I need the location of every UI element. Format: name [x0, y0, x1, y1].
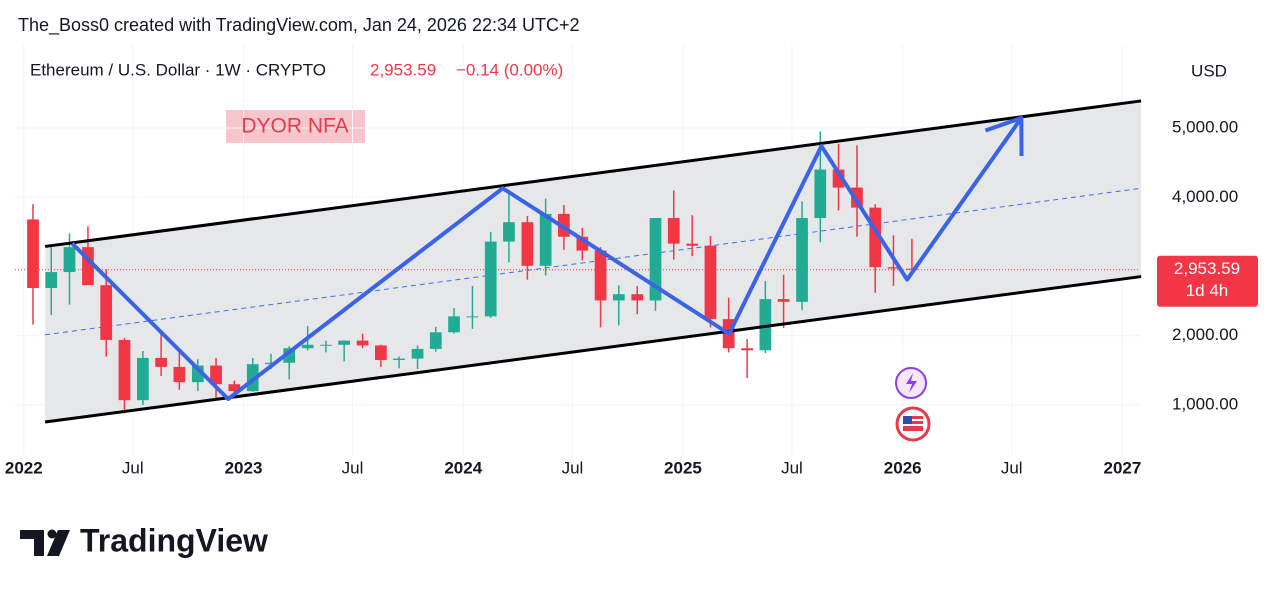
candle-body	[906, 268, 918, 270]
candle-body	[667, 218, 680, 244]
x-tick-label: Jul	[1001, 458, 1023, 477]
candle-body	[137, 357, 149, 401]
candle-body	[210, 365, 222, 385]
attribution: The_Boss0 created with TradingView.com, …	[18, 15, 580, 36]
y-tick-label: 2,000.00	[1172, 325, 1238, 344]
candle-body	[283, 348, 296, 363]
channel-mid	[45, 187, 1142, 336]
x-tick-label: 2026	[884, 458, 922, 477]
candle-body	[704, 245, 717, 320]
candle-body	[576, 236, 589, 251]
logo-text: TradingView	[80, 522, 268, 558]
channel-upper	[44, 99, 1142, 248]
price-label-box	[1157, 255, 1258, 307]
price-axis-bg	[1145, 45, 1270, 455]
candle-body	[759, 299, 772, 351]
logo-icon	[20, 529, 70, 556]
candle-body	[265, 362, 277, 365]
candle-body	[466, 316, 479, 318]
candle-body	[27, 219, 39, 288]
candle-body	[741, 348, 753, 351]
candle-body	[228, 384, 241, 392]
x-tick-label: 2024	[444, 458, 482, 477]
price-change: −0.14 (0.00%)	[456, 60, 563, 79]
candle-body	[301, 344, 314, 349]
currency[interactable]: USD	[1191, 61, 1227, 80]
x-tick-label: Jul	[781, 458, 803, 477]
x-tick-label: 2027	[1104, 458, 1142, 477]
candle-body	[429, 332, 442, 349]
candle-body	[374, 345, 387, 360]
arrow-head	[984, 115, 1024, 156]
price-countdown: 1d 4h	[1186, 281, 1229, 300]
candle-body	[777, 299, 790, 302]
candle-body	[887, 267, 900, 269]
candle-body	[155, 357, 167, 367]
candle-body	[45, 272, 58, 288]
zigzag-path	[70, 116, 1023, 401]
candle-body	[832, 169, 845, 188]
candle-body	[521, 222, 534, 266]
candle-body	[539, 213, 552, 266]
candle-body	[100, 285, 113, 340]
y-tick-label: 4,000.00	[1172, 187, 1238, 206]
candle-body	[686, 243, 699, 246]
y-tick-label: 5,000.00	[1172, 118, 1238, 137]
candle-body	[869, 207, 882, 268]
candle-body	[814, 169, 827, 219]
candle-body	[851, 187, 863, 208]
candle-body	[356, 340, 369, 346]
event-icons	[895, 367, 931, 442]
candle-body	[82, 247, 94, 286]
candle-body	[503, 222, 515, 242]
last-price: 2,953.59	[370, 60, 436, 79]
symbol: Ethereum / U.S. Dollar · 1W · CRYPTO	[30, 60, 326, 79]
annotation: DYOR NFA	[241, 115, 348, 138]
candle-body	[448, 316, 460, 333]
plot: 1,000.00 2,000.00 4,000.00 5,000.00 2022 Jul 2…	[5, 45, 1270, 477]
candle-body	[484, 241, 497, 317]
x-tick-label: Jul	[342, 458, 364, 477]
candle-body	[320, 344, 332, 346]
candle-body	[411, 348, 424, 359]
candle-body	[63, 247, 76, 273]
x-tick-label: 2022	[5, 458, 43, 477]
candle-body	[191, 365, 204, 383]
x-tick-label: Jul	[122, 458, 144, 477]
candle-body	[796, 218, 808, 302]
candle-body	[338, 340, 351, 345]
price-label: 2,953.59	[1174, 259, 1240, 278]
candle-body	[118, 339, 131, 401]
annotation-box	[226, 110, 365, 143]
x-tick-label: 2023	[225, 458, 263, 477]
y-tick-label: 1,000.00	[1172, 394, 1238, 413]
candle-body	[612, 294, 625, 301]
x-tick-label: 2025	[664, 458, 702, 477]
candle-body	[631, 294, 644, 301]
candle-body	[173, 366, 186, 383]
candle-body	[393, 358, 405, 360]
x-tick-label: Jul	[562, 458, 584, 477]
candle-body	[649, 218, 662, 301]
candle-body	[594, 250, 607, 301]
